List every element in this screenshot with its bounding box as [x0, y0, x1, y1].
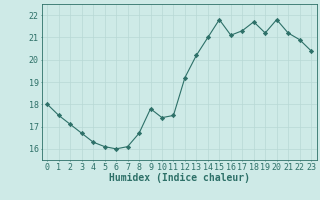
X-axis label: Humidex (Indice chaleur): Humidex (Indice chaleur)	[109, 173, 250, 183]
